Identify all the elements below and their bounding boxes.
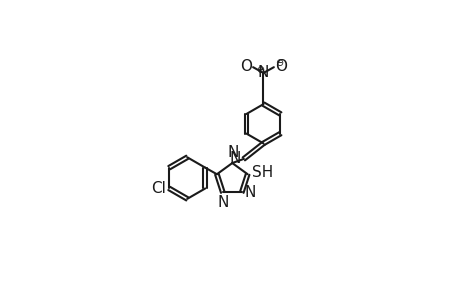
Text: ⊖: ⊖: [275, 58, 283, 68]
Text: N: N: [217, 195, 228, 210]
Text: SH: SH: [251, 165, 273, 180]
Text: N: N: [244, 185, 256, 200]
Text: O: O: [274, 59, 286, 74]
Text: N: N: [229, 151, 241, 166]
Text: O: O: [240, 59, 252, 74]
Text: N: N: [227, 145, 238, 160]
Text: ⊕: ⊕: [256, 65, 264, 75]
Text: Cl: Cl: [151, 181, 166, 196]
Text: N: N: [257, 65, 269, 80]
